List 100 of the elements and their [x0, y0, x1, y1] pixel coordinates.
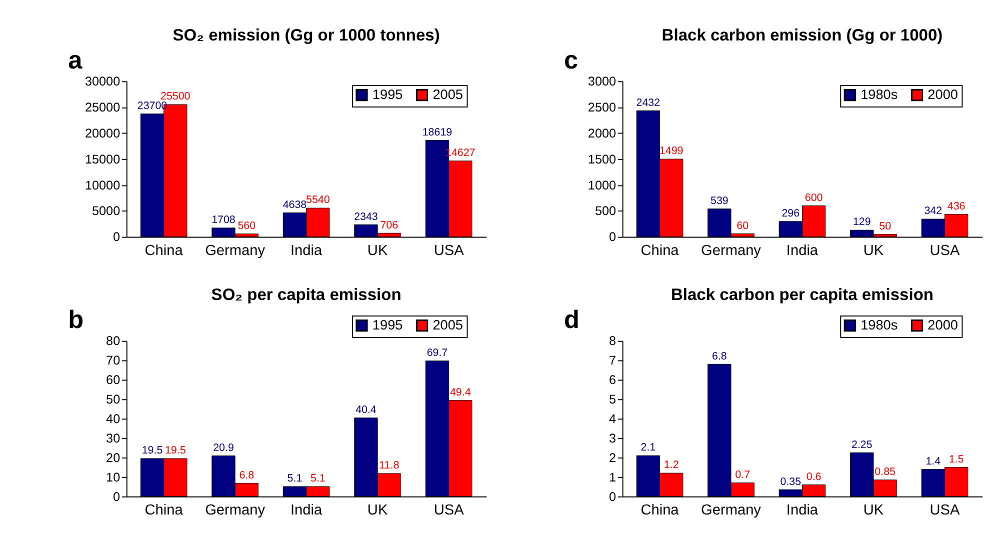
data-label: 5.1: [287, 472, 302, 485]
data-label: 0.35: [780, 476, 802, 488]
data-label: 2432: [636, 96, 660, 109]
y-tick-label: 4: [608, 412, 616, 426]
legend-label: 2005: [432, 317, 464, 332]
x-tick-label: India: [786, 502, 819, 518]
data-label: 5.1: [310, 472, 326, 485]
data-label: 129: [852, 216, 871, 228]
chart-title: Black carbon per capita emission: [670, 284, 934, 304]
data-label: 0.85: [874, 466, 896, 478]
x-tick-label: USA: [930, 242, 960, 259]
x-tick-label: China: [640, 502, 680, 518]
data-label: 20.9: [213, 442, 234, 454]
data-label: 560: [238, 220, 256, 232]
data-label: 50: [879, 220, 892, 232]
data-label: 11.8: [379, 460, 400, 472]
y-tick-label: 30: [106, 431, 120, 446]
y-tick-label: 0: [608, 230, 616, 244]
data-label: 1.2: [664, 459, 679, 472]
y-tick-label: 2: [608, 450, 616, 465]
y-tick-label: 0: [608, 490, 616, 504]
y-tick-label: 50: [106, 392, 120, 407]
data-label: 19.5: [164, 444, 186, 457]
text: a: [68, 46, 84, 75]
data-label: 1499: [659, 145, 684, 158]
data-label: 436: [947, 200, 966, 212]
y-tick-label: 40: [106, 412, 120, 426]
legend-label: 1980s: [860, 86, 898, 102]
data-label: 49.4: [450, 386, 471, 398]
y-tick-label: 70: [106, 354, 120, 368]
legend-label: 2000: [928, 317, 958, 332]
data-label: 25500: [160, 90, 190, 103]
data-label: 18619: [422, 126, 452, 138]
y-tick-label: 30000: [84, 74, 120, 89]
x-tick-label: China: [144, 502, 184, 518]
data-label: 296: [782, 208, 800, 220]
chart-title: SO₂ per capita emission: [211, 284, 402, 304]
y-tick-label: 5: [608, 392, 616, 407]
x-tick-label: China: [640, 242, 680, 259]
y-tick-label: 500: [594, 204, 616, 218]
chart-title: Black carbon emission (Gg or 1000): [662, 25, 943, 44]
x-tick-label: Germany: [701, 502, 762, 518]
y-tick-label: 2500: [588, 100, 616, 115]
y-tick-label: 10000: [84, 178, 120, 192]
chart-title: SO₂ emission (Gg or 1000 tonnes): [172, 25, 440, 44]
y-tick-label: 15000: [84, 152, 120, 166]
data-label: 600: [804, 192, 823, 204]
legend-label: 1995: [372, 86, 403, 102]
y-tick-label: 6: [608, 373, 616, 388]
x-tick-label: India: [786, 242, 819, 259]
legend-label: 1980s: [860, 317, 898, 332]
text: c: [564, 46, 578, 75]
x-tick-label: USA: [434, 502, 464, 518]
y-tick-label: 25000: [84, 100, 120, 115]
y-tick-label: 0: [113, 490, 120, 504]
x-tick-label: UK: [367, 242, 388, 259]
x-tick-label: UK: [863, 242, 884, 259]
data-label: 23700: [137, 100, 168, 112]
x-tick-label: India: [290, 242, 323, 259]
x-tick-label: Germany: [205, 242, 266, 259]
data-label: 60: [736, 220, 749, 232]
x-tick-label: USA: [434, 242, 464, 259]
y-tick-label: 3: [608, 431, 616, 446]
y-tick-label: 1000: [588, 178, 616, 192]
text: b: [68, 306, 84, 334]
data-label: 1.5: [948, 453, 964, 466]
data-label: 40.4: [356, 404, 376, 416]
data-label: 6.8: [712, 350, 727, 362]
y-tick-label: 0: [113, 230, 120, 244]
data-label: 2.1: [640, 442, 656, 454]
data-label: 0.6: [806, 470, 822, 483]
data-label: 6.8: [239, 469, 254, 482]
y-tick-label: 1: [608, 470, 616, 484]
data-label: 69.7: [426, 347, 448, 360]
text: d: [564, 306, 580, 334]
y-tick-label: 60: [106, 373, 120, 388]
data-label: 539: [710, 194, 728, 207]
x-tick-label: India: [290, 502, 323, 518]
data-label: 1708: [212, 214, 236, 226]
legend-label: 2005: [432, 86, 464, 102]
data-label: 2.25: [852, 438, 872, 451]
y-tick-label: 2000: [588, 126, 616, 140]
x-tick-label: UK: [367, 502, 388, 518]
y-tick-label: 20: [106, 450, 120, 465]
y-tick-label: 20000: [84, 126, 120, 140]
legend-label: 1995: [372, 317, 403, 332]
x-tick-label: China: [144, 242, 184, 259]
y-tick-label: 80: [106, 334, 120, 348]
y-tick-label: 7: [608, 354, 616, 368]
x-tick-label: Germany: [205, 502, 266, 518]
data-label: 706: [380, 219, 398, 232]
data-label: 0.7: [735, 468, 750, 481]
y-tick-label: 3000: [588, 74, 616, 89]
x-tick-label: USA: [930, 502, 960, 518]
x-tick-label: Germany: [701, 242, 762, 259]
data-label: 19.5: [142, 444, 163, 457]
data-label: 5540: [306, 194, 330, 206]
legend-label: 2000: [928, 86, 958, 102]
y-tick-label: 1500: [588, 152, 616, 166]
y-tick-label: 5000: [92, 204, 120, 218]
